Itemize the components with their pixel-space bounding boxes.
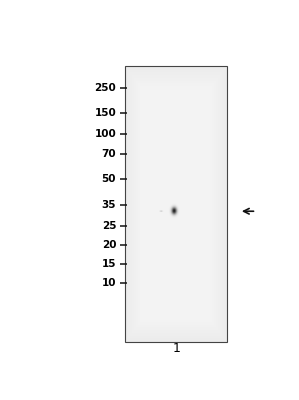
Text: 1: 1	[173, 342, 180, 355]
Text: 10: 10	[102, 278, 116, 288]
Text: 100: 100	[94, 129, 116, 139]
Text: 250: 250	[94, 83, 116, 93]
Text: 35: 35	[102, 200, 116, 210]
Text: 25: 25	[102, 221, 116, 231]
Text: 50: 50	[102, 174, 116, 184]
Text: 15: 15	[102, 258, 116, 269]
Bar	[126, 66, 227, 342]
Text: 20: 20	[102, 240, 116, 250]
Text: 70: 70	[102, 149, 116, 159]
Text: 150: 150	[94, 108, 116, 118]
